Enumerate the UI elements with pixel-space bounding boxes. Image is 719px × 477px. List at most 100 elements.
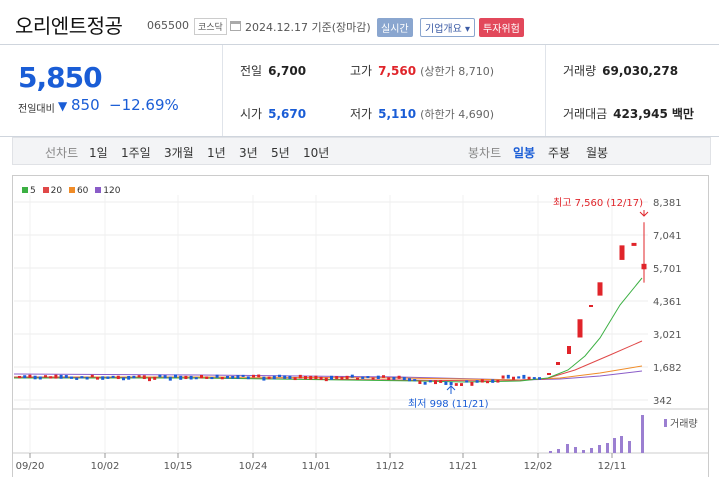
- weekly-candle-button[interactable]: 주봉: [548, 146, 571, 160]
- candle: [517, 376, 521, 379]
- y-tick-label: 7,041: [653, 231, 682, 242]
- change-label: 전일대비: [18, 104, 55, 115]
- y-tick-label: 342: [653, 396, 672, 407]
- candle: [475, 380, 479, 383]
- price-box: 5,850 전일대비 ▼ 850 −12.69%: [0, 45, 222, 136]
- candle: [241, 374, 245, 377]
- candle-chart-label: 봉차트: [468, 146, 502, 160]
- change-value: 850: [71, 96, 100, 114]
- candle: [163, 375, 167, 379]
- down-arrow-icon: ▼: [58, 99, 68, 113]
- y-tick-label: 8,381: [653, 198, 682, 209]
- calendar-icon: [230, 21, 241, 31]
- period-1w-button[interactable]: 1주일: [121, 146, 151, 160]
- candle: [189, 375, 193, 380]
- candle: [168, 376, 172, 381]
- candle: [101, 376, 105, 380]
- volume-bar: [598, 445, 601, 453]
- candle: [116, 375, 120, 380]
- candle: [122, 377, 125, 381]
- x-tick-label: 10/15: [164, 461, 193, 472]
- ma-legend: 5 20 60 120: [18, 186, 120, 196]
- volume-bar: [566, 444, 569, 453]
- candle: [356, 377, 359, 380]
- candle: [257, 374, 261, 378]
- period-5y-button[interactable]: 5년: [271, 146, 290, 160]
- period-3y-button[interactable]: 3년: [239, 146, 258, 160]
- line-chart-label: 선차트: [45, 146, 79, 160]
- candle: [194, 377, 198, 380]
- candle: [465, 380, 469, 383]
- current-price: 5,850: [18, 61, 103, 94]
- candle: [184, 375, 188, 380]
- candle: [376, 375, 380, 379]
- legend-swatch: [68, 187, 75, 193]
- candle: [319, 376, 323, 380]
- candle: [158, 374, 162, 378]
- stock-header: 오리엔트정공 065500 코스닥 2024.12.17 기준(장마감) 실시간…: [0, 0, 719, 44]
- candle: [278, 374, 281, 378]
- candle: [111, 375, 115, 378]
- candle: [64, 375, 68, 379]
- volume-bar: [620, 436, 623, 453]
- prev-close-stat: 전일 6,700: [240, 64, 307, 78]
- candle: [33, 375, 37, 380]
- realtime-button[interactable]: 실시간: [377, 18, 413, 37]
- candle: [597, 282, 603, 296]
- candle: [361, 376, 365, 379]
- volume-bar: [549, 451, 552, 453]
- low-stat: 저가 5,110 (하한가 4,690): [350, 107, 494, 121]
- candle: [330, 375, 333, 380]
- monthly-candle-button[interactable]: 월봉: [586, 146, 609, 160]
- company-info-button[interactable]: 기업개요 ▾: [420, 18, 476, 37]
- candle: [59, 374, 63, 379]
- quote-date: 2024.12.17 기준(장마감): [245, 21, 371, 34]
- y-tick-label: 4,361: [653, 297, 682, 308]
- candle: [387, 377, 391, 381]
- candle: [252, 374, 255, 378]
- candle: [304, 375, 307, 380]
- candle: [314, 375, 318, 380]
- candle: [70, 376, 73, 379]
- candle: [38, 376, 42, 380]
- period-1d-button[interactable]: 1일: [89, 146, 108, 160]
- candle: [366, 376, 370, 379]
- candle: [18, 375, 21, 379]
- candle: [486, 380, 489, 384]
- candle: [470, 381, 474, 386]
- legend-swatch: [22, 187, 28, 193]
- candle: [428, 380, 432, 383]
- high-stat: 고가 7,560 (상한가 8,710): [350, 64, 494, 78]
- period-3m-button[interactable]: 3개월: [164, 146, 194, 160]
- candle: [402, 377, 406, 381]
- period-1y-button[interactable]: 1년: [207, 146, 226, 160]
- candle: [538, 377, 541, 380]
- legend-swatch: [42, 187, 49, 193]
- period-10y-button[interactable]: 10년: [303, 146, 330, 160]
- candle: [262, 376, 266, 381]
- candle: [589, 305, 593, 307]
- candle: [174, 374, 177, 378]
- candle: [454, 383, 458, 386]
- candle: [547, 373, 551, 375]
- candle: [418, 380, 422, 385]
- candle: [153, 376, 157, 380]
- candle: [449, 381, 453, 386]
- stock-name: 오리엔트정공: [15, 14, 123, 38]
- chevron-down-icon: ▾: [465, 24, 471, 35]
- candle: [382, 375, 385, 378]
- candle: [298, 374, 302, 379]
- candle: [350, 374, 354, 378]
- candle: [179, 375, 183, 380]
- change-percent: −12.69%: [109, 96, 179, 114]
- candle: [527, 376, 531, 380]
- volume-label: 거래량: [670, 418, 698, 430]
- candle: [210, 376, 214, 380]
- investment-risk-badge[interactable]: 투자위험: [479, 18, 524, 37]
- daily-candle-button[interactable]: 일봉: [513, 146, 536, 160]
- x-tick-label: 12/11: [598, 461, 627, 472]
- candle: [23, 375, 27, 379]
- candle: [75, 377, 79, 380]
- candle: [90, 374, 94, 378]
